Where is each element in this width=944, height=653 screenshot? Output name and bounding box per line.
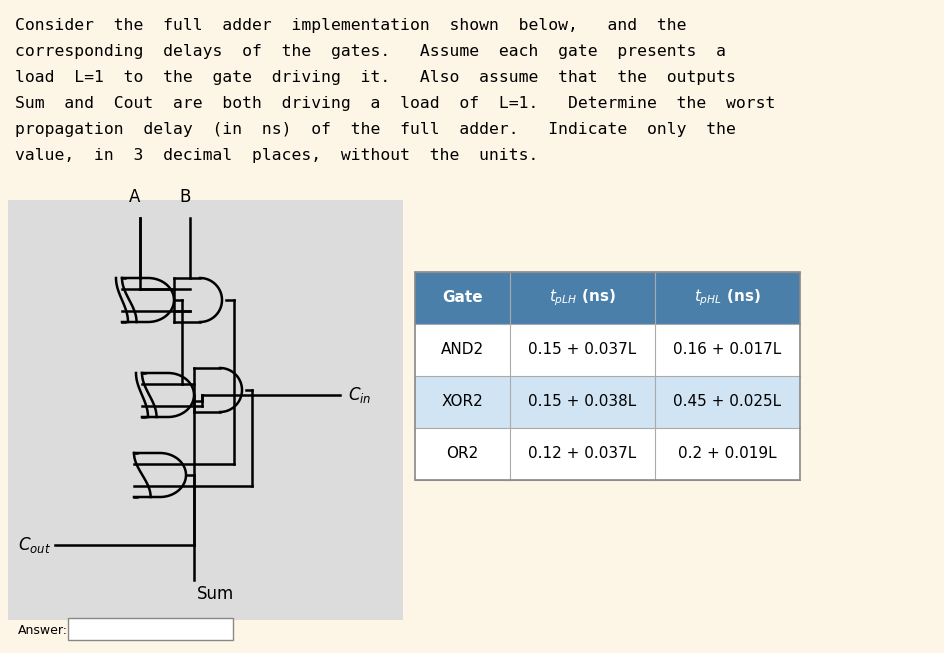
FancyBboxPatch shape: [414, 376, 800, 428]
Text: Sum  and  Cout  are  both  driving  a  load  of  L=1.   Determine  the  worst: Sum and Cout are both driving a load of …: [15, 96, 775, 111]
Text: load  L=1  to  the  gate  driving  it.   Also  assume  that  the  outputs: load L=1 to the gate driving it. Also as…: [15, 70, 735, 85]
Text: value,  in  3  decimal  places,  without  the  units.: value, in 3 decimal places, without the …: [15, 148, 538, 163]
Text: 0.45 + 0.025L: 0.45 + 0.025L: [673, 394, 781, 409]
Text: OR2: OR2: [446, 447, 478, 462]
Text: Sum: Sum: [196, 585, 234, 603]
Text: Consider  the  full  adder  implementation  shown  below,   and  the: Consider the full adder implementation s…: [15, 18, 685, 33]
Text: AND2: AND2: [441, 343, 483, 357]
FancyBboxPatch shape: [68, 618, 233, 640]
Text: XOR2: XOR2: [441, 394, 483, 409]
Text: 0.12 + 0.037L: 0.12 + 0.037L: [528, 447, 636, 462]
Text: 0.15 + 0.037L: 0.15 + 0.037L: [528, 343, 636, 357]
FancyBboxPatch shape: [414, 428, 800, 480]
Text: 0.2 + 0.019L: 0.2 + 0.019L: [678, 447, 776, 462]
Text: 0.15 + 0.038L: 0.15 + 0.038L: [528, 394, 636, 409]
Text: B: B: [179, 188, 191, 206]
Text: 0.16 + 0.017L: 0.16 + 0.017L: [673, 343, 781, 357]
FancyBboxPatch shape: [8, 200, 402, 620]
FancyBboxPatch shape: [414, 272, 800, 324]
Text: $C_{in}$: $C_{in}$: [347, 385, 371, 405]
Text: A: A: [129, 188, 141, 206]
Text: $\mathit{t}_{p\mathit{LH}}$ (ns): $\mathit{t}_{p\mathit{LH}}$ (ns): [548, 288, 615, 308]
Text: Answer:: Answer:: [18, 624, 68, 637]
Text: $\mathit{t}_{p\mathit{HL}}$ (ns): $\mathit{t}_{p\mathit{HL}}$ (ns): [693, 288, 760, 308]
Text: $C_{out}$: $C_{out}$: [18, 535, 51, 555]
Text: Gate: Gate: [442, 291, 482, 306]
FancyBboxPatch shape: [414, 324, 800, 376]
Text: propagation  delay  (in  ns)  of  the  full  adder.   Indicate  only  the: propagation delay (in ns) of the full ad…: [15, 122, 735, 137]
Text: corresponding  delays  of  the  gates.   Assume  each  gate  presents  a: corresponding delays of the gates. Assum…: [15, 44, 725, 59]
